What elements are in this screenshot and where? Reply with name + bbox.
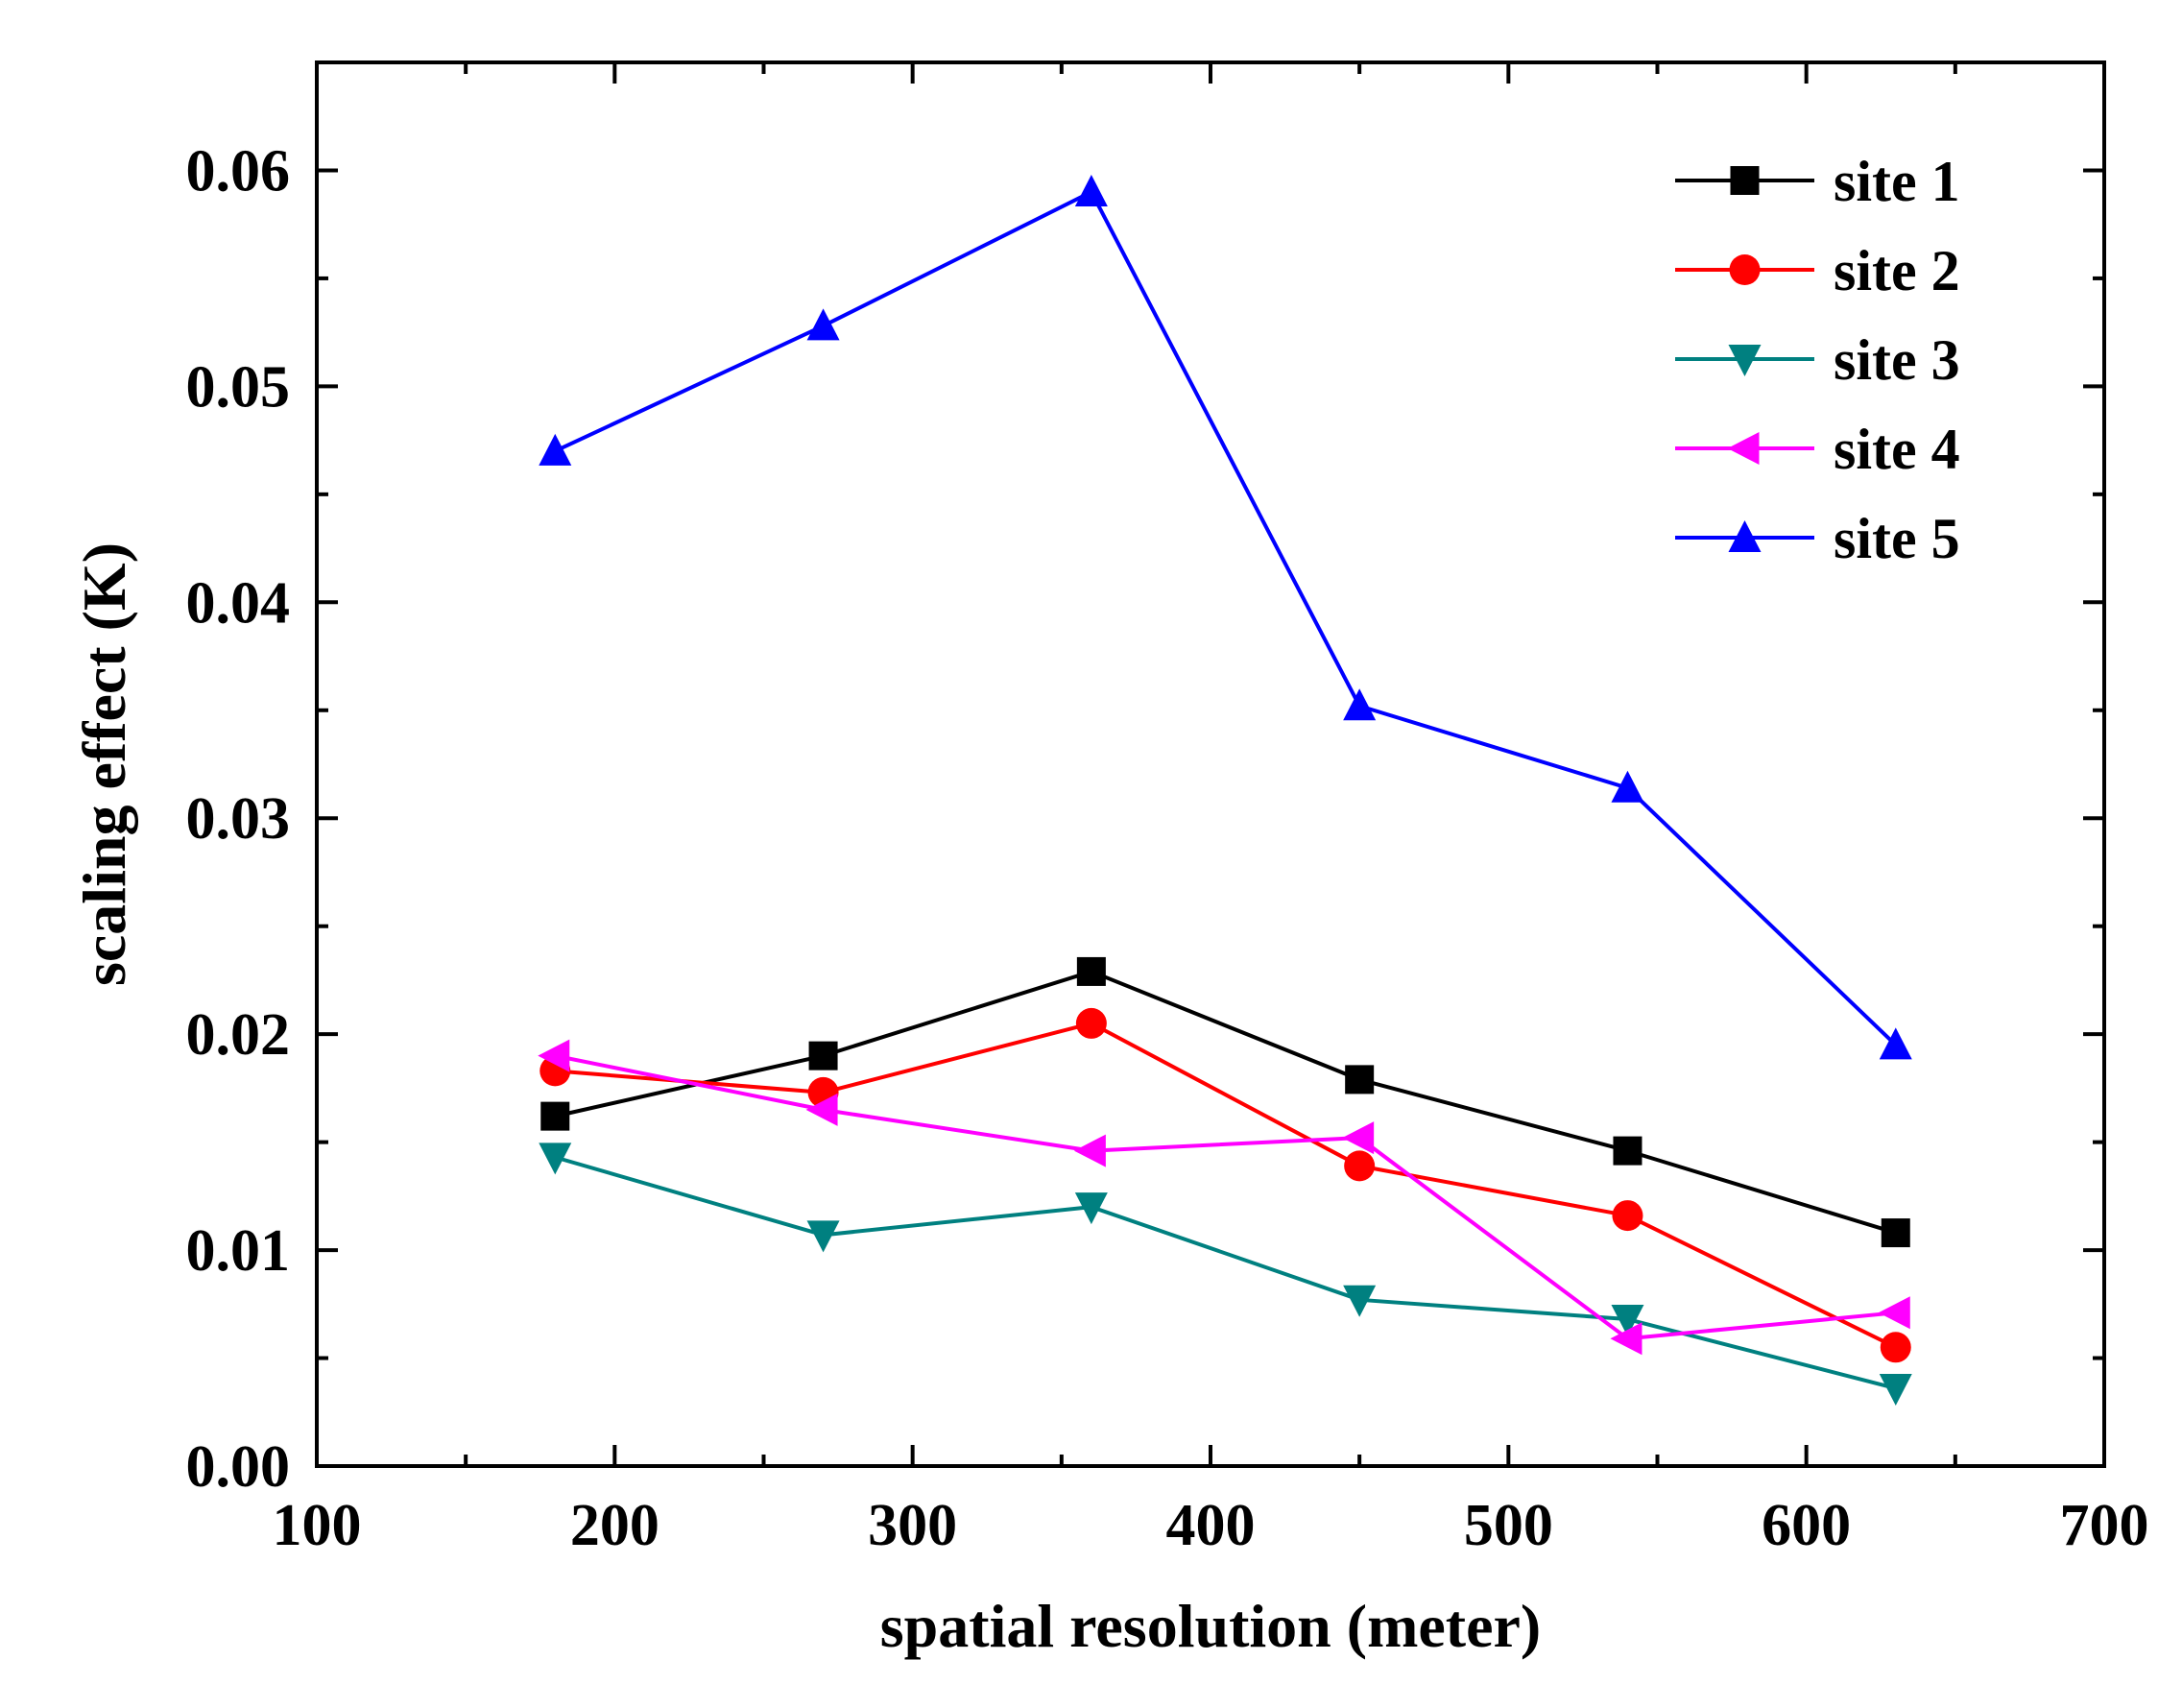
data-point <box>1880 1332 1911 1363</box>
series-1 <box>540 956 1910 1248</box>
x-tick-label: 600 <box>1762 1493 1851 1558</box>
y-tick-label: 0.03 <box>186 786 291 852</box>
data-point <box>540 1101 570 1131</box>
series-line <box>554 1053 1896 1341</box>
data-point <box>806 1220 840 1253</box>
data-point <box>1611 770 1644 803</box>
data-point <box>1343 1285 1377 1317</box>
series-line <box>555 1021 1897 1350</box>
legend-label: site 2 <box>1834 239 1960 302</box>
data-point <box>1343 688 1377 721</box>
y-tick-label: 0.05 <box>186 354 291 420</box>
series-line <box>554 189 1898 1046</box>
data-point <box>1345 1065 1375 1095</box>
legend-label: site 1 <box>1834 150 1960 213</box>
x-tick-label: 700 <box>2060 1493 2149 1558</box>
data-point <box>1879 1374 1912 1407</box>
data-point <box>1074 1192 1108 1225</box>
plot-series <box>538 174 1912 1407</box>
legend-label: site 5 <box>1834 507 1960 570</box>
series-2 <box>540 1007 1911 1363</box>
plot-frame <box>315 60 2106 1468</box>
x-axis-title: spatial resolution (meter) <box>880 1592 1541 1660</box>
data-point <box>1610 1322 1642 1356</box>
data-point <box>1076 956 1106 986</box>
legend-entry: site 4 <box>1675 418 1960 481</box>
data-point <box>1074 174 1108 206</box>
data-point <box>1073 1134 1106 1167</box>
series-line <box>554 969 1897 1235</box>
legend-entry: site 5 <box>1675 507 1960 570</box>
tick-labels: 100 200 300 400 500 600 700 0.00 0.01 0.02 0.03 0.0… <box>186 138 2149 1558</box>
y-axis-title: scaling effect (K) <box>70 542 138 986</box>
data-point <box>1342 1121 1375 1155</box>
y-tick-label: 0.02 <box>186 1002 291 1068</box>
series-5 <box>539 174 1912 1060</box>
legend-marker <box>1728 520 1762 552</box>
data-point <box>1881 1218 1910 1248</box>
legend-marker <box>1727 432 1760 465</box>
data-point <box>1878 1296 1910 1330</box>
legend-marker <box>1730 166 1760 195</box>
y-tick-label: 0.04 <box>186 570 291 636</box>
data-point <box>539 433 572 466</box>
legend-entry: site 1 <box>1675 150 1960 213</box>
legend-label: site 4 <box>1834 418 1960 481</box>
x-tick-label: 100 <box>273 1493 362 1558</box>
data-point <box>538 1039 570 1072</box>
legend-label: site 3 <box>1834 328 1960 392</box>
data-point <box>539 1143 572 1175</box>
data-point <box>1612 1200 1643 1232</box>
y-tick-label: 0.01 <box>186 1218 291 1284</box>
data-point <box>1613 1136 1642 1166</box>
x-tick-label: 500 <box>1464 1493 1553 1558</box>
series-line <box>554 1155 1897 1390</box>
x-tick-label: 300 <box>868 1493 957 1558</box>
data-point <box>1611 1305 1644 1337</box>
data-point <box>1879 1027 1912 1060</box>
data-point <box>1344 1150 1376 1182</box>
legend-entry: site 2 <box>1675 239 1960 302</box>
x-tick-label: 400 <box>1166 1493 1256 1558</box>
legend: site 1 site 2 site 3 site 4 site 5 <box>1675 150 1960 570</box>
series-4 <box>538 1039 1910 1356</box>
series-3 <box>539 1143 1912 1407</box>
data-point <box>808 1041 838 1071</box>
data-point <box>1075 1007 1107 1039</box>
x-tick-label: 200 <box>570 1493 659 1558</box>
legend-marker <box>1729 254 1761 285</box>
data-point <box>805 1093 838 1126</box>
data-point <box>806 308 840 341</box>
y-tick-label: 0.00 <box>186 1434 291 1500</box>
legend-marker <box>1728 345 1762 376</box>
y-tick-label: 0.06 <box>186 138 291 204</box>
legend-entry: site 3 <box>1675 328 1960 392</box>
